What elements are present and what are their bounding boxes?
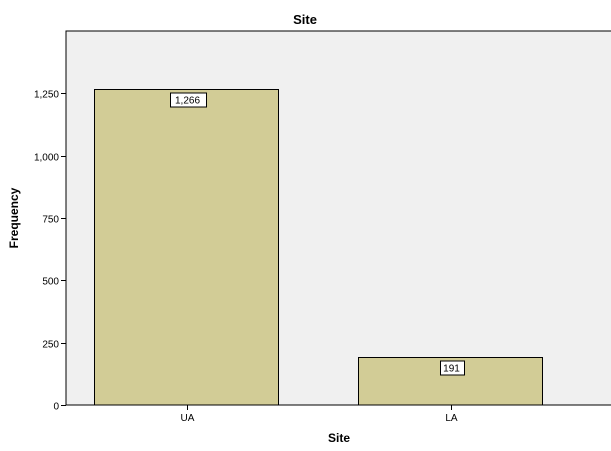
x-tick-label: LA	[445, 413, 458, 424]
plot-area: 0 250 500 750 1,000 1,250 UA 1,266 LA 191	[34, 30, 611, 424]
y-tick-label: 1,250	[34, 90, 59, 101]
bar-ua	[94, 89, 279, 406]
data-label-box	[170, 92, 207, 108]
data-label: 1,266	[175, 96, 200, 107]
y-axis-label: Frequency	[7, 187, 21, 248]
y-tick-label: 0	[53, 402, 59, 413]
chart-title: Site	[293, 12, 317, 27]
x-tick-label: UA	[181, 413, 195, 424]
y-tick-label: 1,000	[34, 153, 59, 164]
y-tick-label: 250	[42, 340, 59, 351]
y-tick-label: 500	[42, 277, 59, 288]
data-label: 191	[443, 364, 460, 375]
y-tick-label: 750	[42, 215, 59, 226]
x-axis-label: Site	[328, 431, 350, 445]
data-label-box	[440, 360, 465, 376]
